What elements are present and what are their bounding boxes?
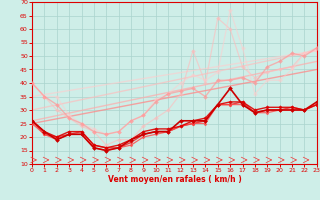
- X-axis label: Vent moyen/en rafales ( km/h ): Vent moyen/en rafales ( km/h ): [108, 175, 241, 184]
